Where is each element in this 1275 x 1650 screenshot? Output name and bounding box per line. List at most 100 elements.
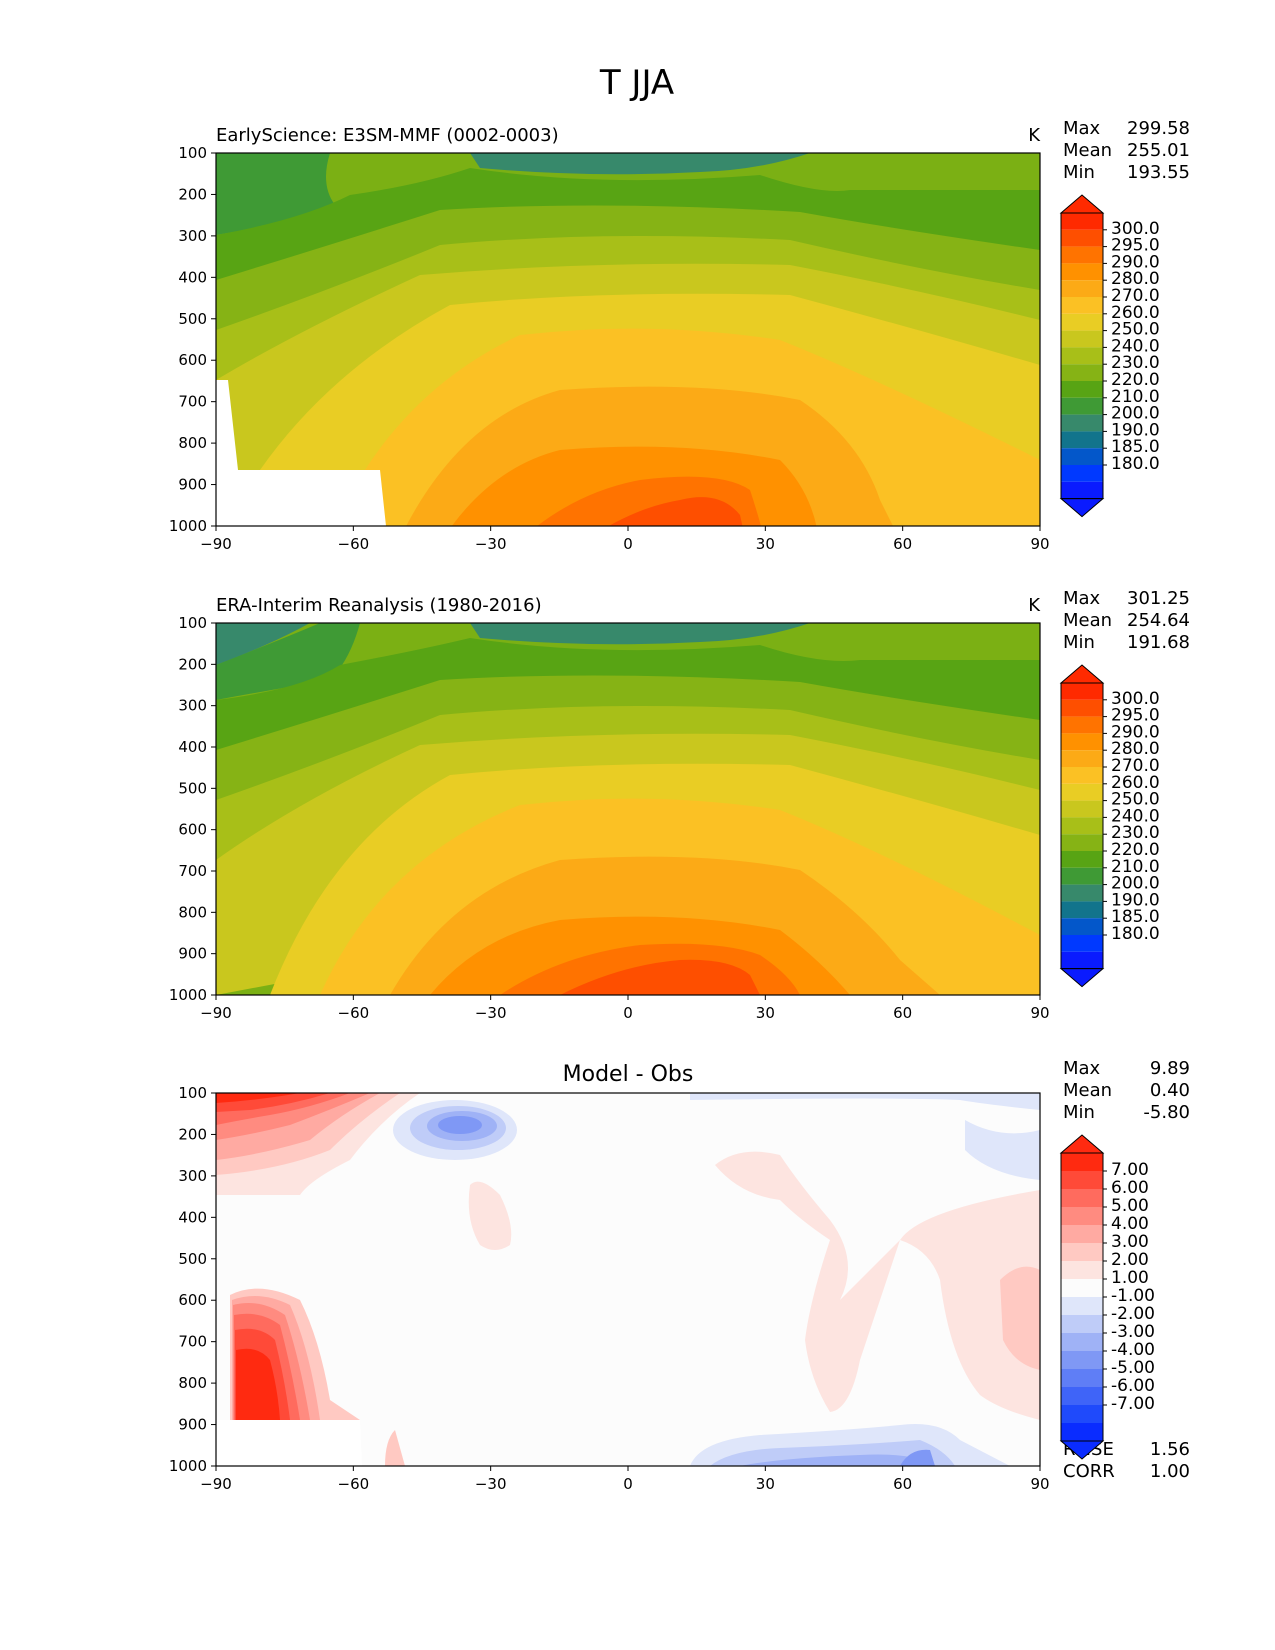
contour-field — [216, 623, 1040, 995]
stat-value: 9.89 — [1150, 1058, 1190, 1079]
y-tick-label: 800 — [178, 434, 207, 452]
colorbar-label: -4.00 — [1111, 1340, 1155, 1360]
units-label: K — [1028, 595, 1041, 616]
stat-label: Max — [1063, 118, 1101, 139]
colorbar-segment — [1061, 834, 1103, 851]
panel-difference: Model - Obs — [169, 1058, 1190, 1493]
y-axis: 100 200 300 400 500 600 700 800 900 1000 — [169, 1084, 216, 1475]
colorbar-segment — [1061, 347, 1103, 365]
colorbar-segment — [1061, 683, 1103, 700]
y-tick-label: 500 — [178, 310, 207, 328]
colorbar-label: 250.0 — [1111, 790, 1160, 810]
colorbar: 300.0295.0290.0280.0270.0260.0250.0240.0… — [1059, 194, 1160, 518]
colorbar-segment — [1061, 1315, 1103, 1333]
stat-value: 1.00 — [1150, 1461, 1190, 1482]
colorbar-label: 6.00 — [1111, 1178, 1149, 1198]
x-tick-label: 90 — [1030, 535, 1049, 553]
x-tick-label: 60 — [893, 1004, 912, 1022]
colorbar-label: -7.00 — [1111, 1394, 1155, 1414]
colorbar-segment — [1061, 280, 1103, 297]
colorbar-label: 210.0 — [1111, 387, 1160, 407]
x-tick-label: −90 — [200, 1475, 232, 1493]
x-tick-label: 0 — [623, 535, 633, 553]
stat-label: Min — [1063, 1102, 1095, 1123]
colorbar-label: -1.00 — [1111, 1286, 1155, 1306]
colorbar-segment — [1061, 1153, 1103, 1171]
colorbar-segment — [1061, 397, 1103, 415]
colorbar-segment — [1061, 1423, 1103, 1441]
colorbar-segment — [1061, 481, 1103, 499]
stat-value: 1.56 — [1150, 1439, 1190, 1460]
stat-label: Mean — [1063, 1080, 1112, 1101]
colorbar-label: -3.00 — [1111, 1322, 1155, 1342]
stat-label: Min — [1063, 632, 1095, 653]
x-tick-label: 30 — [756, 535, 775, 553]
colorbar-label: 4.00 — [1111, 1214, 1149, 1234]
y-tick-label: 300 — [178, 697, 207, 715]
colorbar-segment — [1061, 1189, 1103, 1207]
colorbar-label: 3.00 — [1111, 1232, 1149, 1252]
colorbar-segment — [1061, 935, 1103, 952]
y-tick-label: 700 — [178, 1333, 207, 1351]
colorbar-label: 280.0 — [1111, 269, 1160, 289]
x-tick-label: 0 — [623, 1475, 633, 1493]
colorbar-label: 260.0 — [1111, 773, 1160, 793]
stat-value: 301.25 — [1127, 588, 1190, 609]
colorbar-label: 180.0 — [1111, 924, 1160, 944]
colorbar-segment — [1061, 1387, 1103, 1405]
colorbar-segment — [1061, 1333, 1103, 1351]
colorbar-under-triangle — [1059, 968, 1105, 988]
colorbar-label: 200.0 — [1111, 404, 1160, 424]
panel-title: EarlyScience: E3SM-MMF (0002-0003) — [216, 125, 559, 146]
colorbar-segment — [1061, 1261, 1103, 1279]
y-tick-label: 400 — [178, 1208, 207, 1226]
stats-block: Max 9.89 Mean 0.40 Min -5.80 — [1063, 1058, 1190, 1123]
panel-model: EarlyScience: E3SM-MMF (0002-0003) K 100… — [169, 118, 1190, 553]
x-tick-label: −30 — [475, 535, 507, 553]
y-tick-label: 200 — [178, 1125, 207, 1143]
colorbar-label: 185.0 — [1111, 437, 1160, 457]
x-tick-label: 90 — [1030, 1475, 1049, 1493]
stat-value: 193.55 — [1127, 162, 1190, 183]
panel-title: Model - Obs — [563, 1062, 694, 1087]
stat-label: Mean — [1063, 610, 1112, 631]
x-axis: −90 −60 −30 0 30 60 90 — [200, 526, 1050, 553]
colorbar-label: 295.0 — [1111, 706, 1160, 726]
colorbar-label: 190.0 — [1111, 420, 1160, 440]
colorbar-label: 220.0 — [1111, 370, 1160, 390]
colorbar-label: -6.00 — [1111, 1376, 1155, 1396]
colorbar-label: 240.0 — [1111, 806, 1160, 826]
colorbar-segment — [1061, 1279, 1103, 1297]
missing-data-mask — [216, 380, 386, 526]
y-tick-label: 800 — [178, 903, 207, 921]
stat-value: 255.01 — [1127, 140, 1190, 161]
colorbar-segment — [1061, 448, 1103, 465]
y-tick-label: 400 — [178, 268, 207, 286]
y-tick-label: 900 — [178, 476, 207, 494]
units-label: K — [1028, 125, 1041, 146]
colorbar-segment — [1061, 750, 1103, 767]
x-tick-label: 60 — [893, 1475, 912, 1493]
colorbar-segment — [1061, 1297, 1103, 1315]
stat-label: Max — [1063, 1058, 1101, 1079]
stats-block: Max 301.25 Mean 254.64 Min 191.68 — [1063, 588, 1190, 653]
x-tick-label: 30 — [756, 1475, 775, 1493]
colorbar-label: 185.0 — [1111, 907, 1160, 927]
x-tick-label: 90 — [1030, 1004, 1049, 1022]
contour-field — [216, 153, 1040, 526]
y-tick-label: 700 — [178, 393, 207, 411]
x-tick-label: −90 — [200, 535, 232, 553]
colorbar-segment — [1061, 699, 1103, 717]
y-tick-label: 300 — [178, 227, 207, 245]
colorbar-segment — [1061, 1243, 1103, 1261]
colorbar-segment — [1061, 330, 1103, 348]
colorbar-segment — [1061, 767, 1103, 784]
x-axis: −90 −60 −30 0 30 60 90 — [200, 995, 1050, 1022]
colorbar-segment — [1061, 263, 1103, 281]
y-tick-label: 100 — [178, 614, 207, 632]
colorbar-segment — [1061, 1351, 1103, 1369]
colorbar-segment — [1061, 1207, 1103, 1225]
stat-label: Min — [1063, 162, 1095, 183]
panel-reference: ERA-Interim Reanalysis (1980-2016) K 100… — [169, 588, 1190, 1022]
stat-label: Max — [1063, 588, 1101, 609]
